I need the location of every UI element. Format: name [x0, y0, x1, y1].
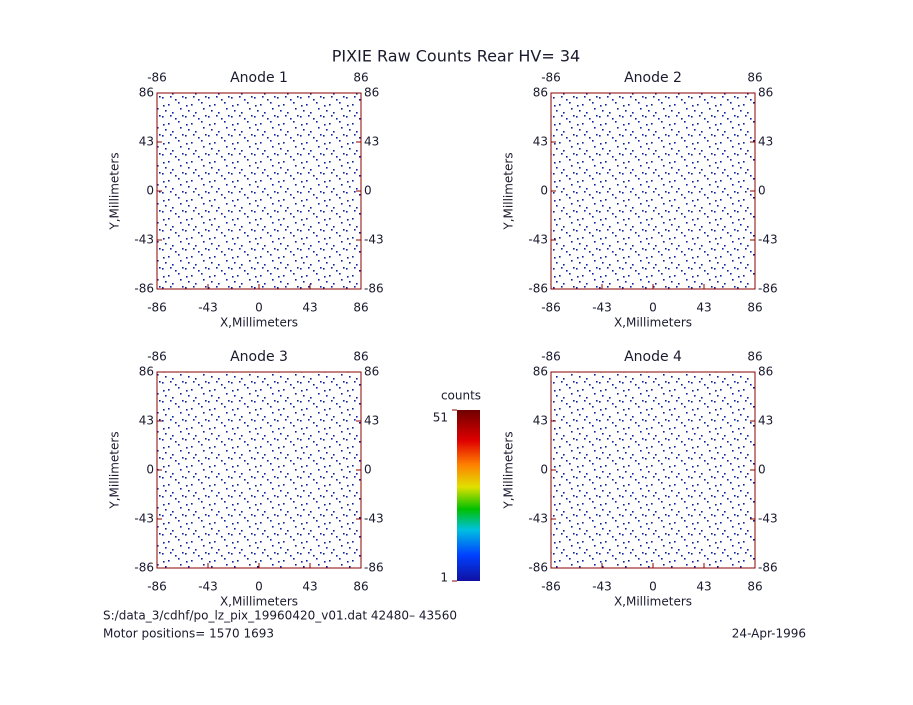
title: PIXIE Raw Counts Rear HV= 34 — [332, 47, 580, 66]
x-tick-label: -86 — [541, 301, 561, 315]
top-tick-label: -86 — [147, 71, 167, 85]
y2-tick-label: 0 — [758, 463, 766, 477]
x-tick-label: 86 — [353, 301, 368, 315]
panel-title: Anode 3 — [230, 349, 288, 365]
x-axis-label: X,Millimeters — [220, 595, 298, 609]
y2-tick-label: 43 — [364, 414, 379, 428]
y-tick-label: -86 — [134, 561, 154, 575]
x-tick-label: -86 — [541, 580, 561, 594]
y-tick-label: 43 — [533, 414, 548, 428]
y2-tick-label: 86 — [364, 365, 379, 379]
y2-tick-label: -43 — [758, 512, 778, 526]
y2-tick-label: 43 — [364, 135, 379, 149]
y2-tick-label: 43 — [758, 135, 773, 149]
panel-title: Anode 2 — [624, 70, 682, 86]
top-tick-label: 86 — [747, 350, 762, 364]
x-tick-label: -43 — [592, 301, 612, 315]
y2-tick-label: -43 — [364, 512, 384, 526]
y2-tick-label: -86 — [758, 561, 778, 575]
heatmap-image — [157, 93, 361, 289]
y2-tick-label: 0 — [364, 184, 372, 198]
top-tick-label: -86 — [541, 350, 561, 364]
heatmap-image — [551, 372, 755, 568]
x-axis-label: X,Millimeters — [220, 316, 298, 330]
x-tick-label: 43 — [302, 580, 317, 594]
y-tick-label: -43 — [528, 233, 548, 247]
y-axis-label: Y,Millimeters — [108, 431, 122, 509]
x-tick-label: 43 — [696, 580, 711, 594]
y2-tick-label: -43 — [364, 233, 384, 247]
top-tick-label: 86 — [353, 350, 368, 364]
x-tick-label: -86 — [147, 301, 167, 315]
y-tick-label: 43 — [139, 414, 154, 428]
file-info: S:/data_3/cdhf/po_lz_pix_19960420_v01.da… — [103, 609, 457, 623]
y-tick-label: -86 — [528, 282, 548, 296]
x-axis-label: X,Millimeters — [614, 316, 692, 330]
y2-tick-label: 86 — [364, 86, 379, 100]
x-tick-label: 0 — [255, 301, 263, 315]
motor-info: Motor positions= 1570 1693 — [103, 627, 274, 641]
colorbar — [457, 410, 480, 581]
x-axis-label: X,Millimeters — [614, 595, 692, 609]
y2-tick-label: -43 — [758, 233, 778, 247]
y2-tick-label: -86 — [758, 282, 778, 296]
y-tick-label: 0 — [146, 184, 154, 198]
x-tick-label: 43 — [696, 301, 711, 315]
date: 24-Apr-1996 — [732, 627, 806, 641]
x-tick-label: 0 — [649, 580, 657, 594]
y2-tick-label: 0 — [758, 184, 766, 198]
x-tick-label: 86 — [353, 580, 368, 594]
top-tick-label: -86 — [541, 71, 561, 85]
heatmap-image — [157, 372, 361, 568]
colorbar-label: counts — [441, 389, 481, 403]
y-tick-label: -43 — [134, 233, 154, 247]
y-tick-label: 0 — [540, 463, 548, 477]
y2-tick-label: -86 — [364, 282, 384, 296]
x-tick-label: -86 — [147, 580, 167, 594]
y-axis-label: Y,Millimeters — [502, 431, 516, 509]
y-tick-label: 86 — [139, 86, 154, 100]
y-tick-label: 0 — [540, 184, 548, 198]
y-tick-label: -86 — [134, 282, 154, 296]
colorbar-tick-label: 1 — [440, 571, 448, 585]
y2-tick-label: 43 — [758, 414, 773, 428]
y-tick-label: 86 — [139, 365, 154, 379]
colorbar-tick-label: 51 — [433, 411, 448, 425]
y-tick-label: 43 — [139, 135, 154, 149]
y-axis-label: Y,Millimeters — [502, 152, 516, 230]
heatmap-image — [551, 93, 755, 289]
top-tick-label: -86 — [147, 350, 167, 364]
top-tick-label: 86 — [747, 71, 762, 85]
y2-tick-label: 0 — [364, 463, 372, 477]
y-tick-label: 43 — [533, 135, 548, 149]
y-tick-label: 0 — [146, 463, 154, 477]
y-tick-label: -43 — [134, 512, 154, 526]
panel-title: Anode 1 — [230, 70, 288, 86]
x-tick-label: 0 — [255, 580, 263, 594]
y2-tick-label: 86 — [758, 365, 773, 379]
panel-title: Anode 4 — [624, 349, 682, 365]
x-tick-label: 0 — [649, 301, 657, 315]
y-tick-label: -43 — [528, 512, 548, 526]
x-tick-label: -43 — [592, 580, 612, 594]
x-tick-label: 43 — [302, 301, 317, 315]
y2-tick-label: 86 — [758, 86, 773, 100]
y-tick-label: 86 — [533, 86, 548, 100]
y2-tick-label: -86 — [364, 561, 384, 575]
x-tick-label: 86 — [747, 301, 762, 315]
x-tick-label: -43 — [198, 301, 218, 315]
y-tick-label: 86 — [533, 365, 548, 379]
y-tick-label: -86 — [528, 561, 548, 575]
x-tick-label: -43 — [198, 580, 218, 594]
y-axis-label: Y,Millimeters — [108, 152, 122, 230]
x-tick-label: 86 — [747, 580, 762, 594]
top-tick-label: 86 — [353, 71, 368, 85]
